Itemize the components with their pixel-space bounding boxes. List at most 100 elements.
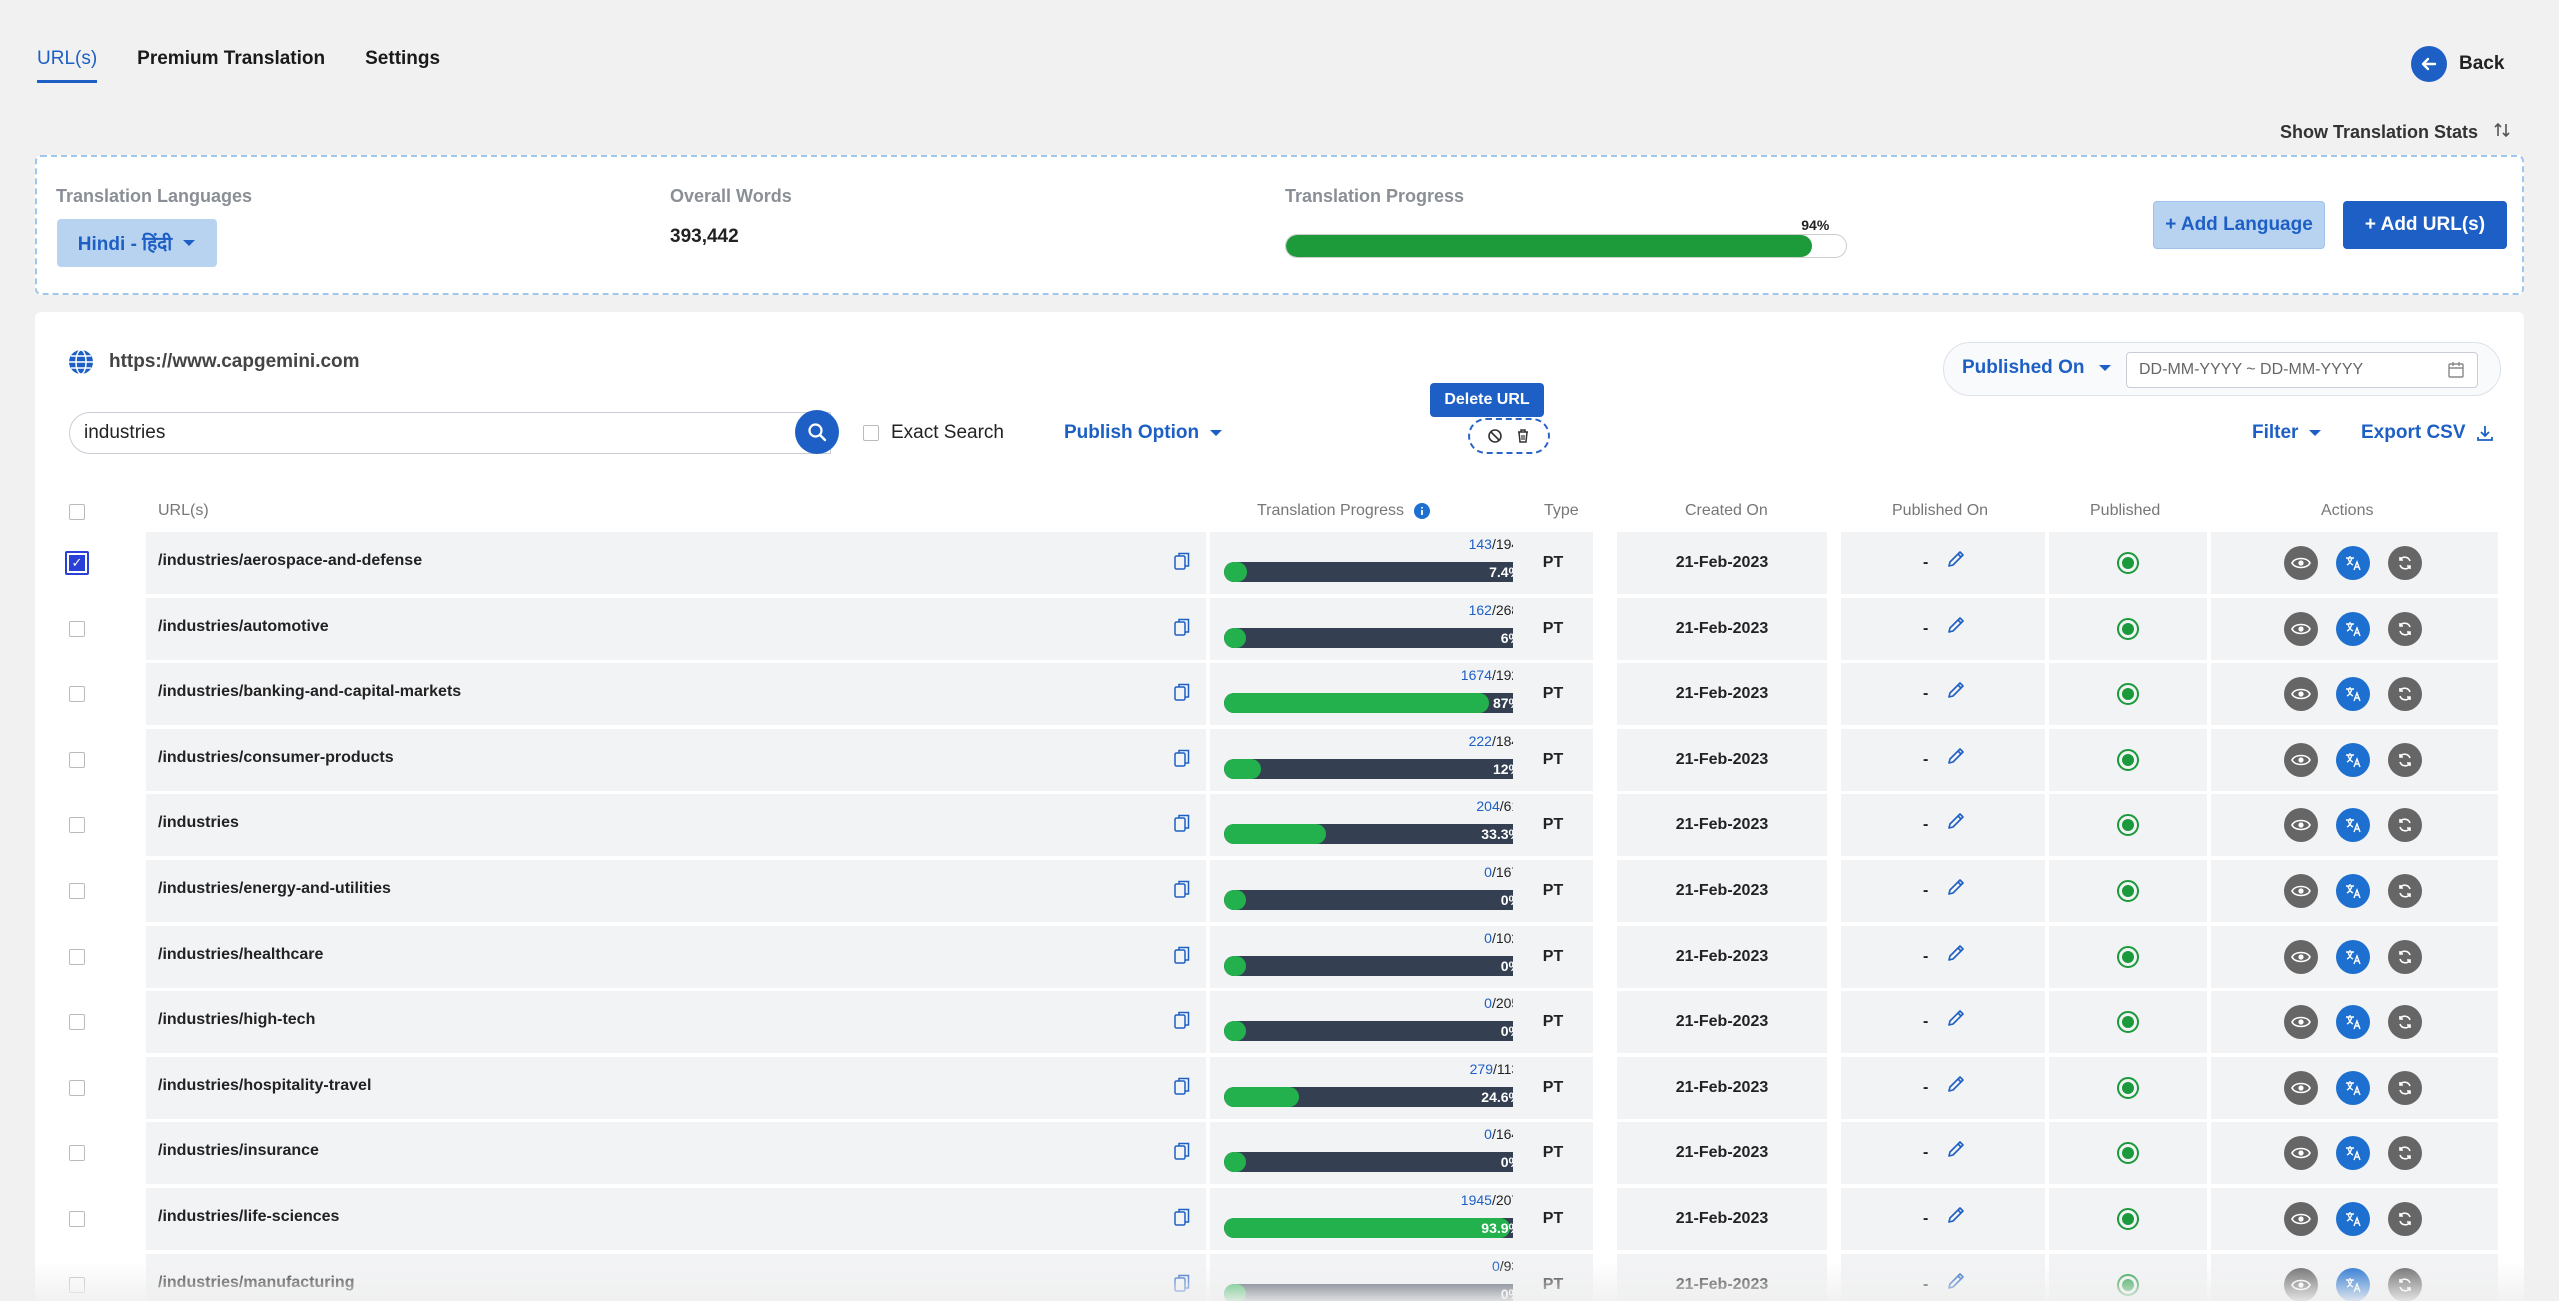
eye-icon[interactable] xyxy=(2284,546,2318,580)
url-text[interactable]: /industries/insurance xyxy=(158,1142,319,1159)
row-checkbox[interactable] xyxy=(69,883,85,899)
translate-icon[interactable] xyxy=(2336,612,2370,646)
copy-icon[interactable] xyxy=(1174,946,1190,969)
row-checkbox[interactable] xyxy=(69,1014,85,1030)
pencil-icon[interactable] xyxy=(1946,615,1966,641)
pencil-icon[interactable] xyxy=(1946,1139,1966,1165)
row-checkbox[interactable] xyxy=(69,752,85,768)
url-text[interactable]: /industries/healthcare xyxy=(158,946,324,963)
copy-icon[interactable] xyxy=(1174,880,1190,903)
row-checkbox[interactable] xyxy=(69,949,85,965)
eye-icon[interactable] xyxy=(2284,743,2318,777)
eye-icon[interactable] xyxy=(2284,612,2318,646)
pencil-icon[interactable] xyxy=(1946,943,1966,969)
language-dropdown[interactable]: Hindi - हिंदी xyxy=(57,219,217,267)
translate-icon[interactable] xyxy=(2336,677,2370,711)
tab-premium-translation[interactable]: Premium Translation xyxy=(137,48,326,69)
row-checkbox[interactable] xyxy=(69,1211,85,1227)
copy-icon[interactable] xyxy=(1174,1208,1190,1231)
unpublish-icon[interactable] xyxy=(1487,428,1503,444)
row-checkbox[interactable] xyxy=(69,621,85,637)
row-checkbox[interactable]: ✓ xyxy=(65,551,89,575)
pencil-icon[interactable] xyxy=(1946,549,1966,575)
pencil-icon[interactable] xyxy=(1946,1205,1966,1231)
translate-icon[interactable] xyxy=(2336,808,2370,842)
copy-icon[interactable] xyxy=(1174,1142,1190,1165)
refresh-icon[interactable] xyxy=(2388,1005,2422,1039)
refresh-icon[interactable] xyxy=(2388,1268,2422,1301)
copy-icon[interactable] xyxy=(1174,683,1190,706)
exact-search-checkbox[interactable] xyxy=(863,425,879,441)
refresh-icon[interactable] xyxy=(2388,677,2422,711)
url-text[interactable]: /industries/high-tech xyxy=(158,1011,316,1028)
pencil-icon[interactable] xyxy=(1946,746,1966,772)
translate-icon[interactable] xyxy=(2336,546,2370,580)
refresh-icon[interactable] xyxy=(2388,1136,2422,1170)
url-text[interactable]: /industries/automotive xyxy=(158,618,329,635)
eye-icon[interactable] xyxy=(2284,677,2318,711)
url-text[interactable]: /industries/aerospace-and-defense xyxy=(158,552,423,569)
pencil-icon[interactable] xyxy=(1946,1008,1966,1034)
add-language-button[interactable]: + Add Language xyxy=(2153,201,2325,249)
url-text[interactable]: /industries/consumer-products xyxy=(158,749,394,766)
exact-search[interactable]: Exact Search xyxy=(863,422,1004,444)
add-urls-button[interactable]: + Add URL(s) xyxy=(2343,201,2507,249)
refresh-icon[interactable] xyxy=(2388,1071,2422,1105)
publish-option-dropdown[interactable]: Publish Option xyxy=(1064,422,1223,444)
pencil-icon[interactable] xyxy=(1946,811,1966,837)
info-icon[interactable] xyxy=(1414,503,1431,519)
refresh-icon[interactable] xyxy=(2388,1202,2422,1236)
copy-icon[interactable] xyxy=(1174,552,1190,575)
url-text[interactable]: /industries xyxy=(158,814,239,831)
row-checkbox[interactable] xyxy=(69,1080,85,1096)
eye-icon[interactable] xyxy=(2284,1136,2318,1170)
refresh-icon[interactable] xyxy=(2388,743,2422,777)
row-checkbox[interactable] xyxy=(69,817,85,833)
eye-icon[interactable] xyxy=(2284,1071,2318,1105)
export-csv-button[interactable]: Export CSV xyxy=(2361,422,2494,444)
refresh-icon[interactable] xyxy=(2388,546,2422,580)
row-checkbox[interactable] xyxy=(69,686,85,702)
back-button[interactable]: Back xyxy=(2411,46,2504,82)
refresh-icon[interactable] xyxy=(2388,808,2422,842)
copy-icon[interactable] xyxy=(1174,1077,1190,1100)
translate-icon[interactable] xyxy=(2336,1136,2370,1170)
eye-icon[interactable] xyxy=(2284,1268,2318,1301)
url-text[interactable]: /industries/manufacturing xyxy=(158,1274,355,1291)
url-text[interactable]: /industries/life-sciences xyxy=(158,1208,340,1225)
translate-icon[interactable] xyxy=(2336,940,2370,974)
trash-icon[interactable] xyxy=(1515,428,1531,444)
refresh-icon[interactable] xyxy=(2388,612,2422,646)
show-translation-stats-toggle[interactable]: Show Translation Stats xyxy=(2280,120,2512,145)
published-on-dropdown[interactable]: Published On xyxy=(1962,357,2112,379)
translate-icon[interactable] xyxy=(2336,1202,2370,1236)
eye-icon[interactable] xyxy=(2284,1202,2318,1236)
url-text[interactable]: /industries/banking-and-capital-markets xyxy=(158,683,462,700)
copy-icon[interactable] xyxy=(1174,814,1190,837)
search-button[interactable] xyxy=(795,410,839,454)
eye-icon[interactable] xyxy=(2284,1005,2318,1039)
url-text[interactable]: /industries/energy-and-utilities xyxy=(158,880,391,897)
pencil-icon[interactable] xyxy=(1946,680,1966,706)
pencil-icon[interactable] xyxy=(1946,1074,1966,1100)
translate-icon[interactable] xyxy=(2336,874,2370,908)
translate-icon[interactable] xyxy=(2336,743,2370,777)
url-text[interactable]: /industries/hospitality-travel xyxy=(158,1077,372,1094)
eye-icon[interactable] xyxy=(2284,940,2318,974)
tab-urls[interactable]: URL(s) xyxy=(37,48,98,83)
filter-dropdown[interactable]: Filter xyxy=(2252,422,2322,444)
row-checkbox[interactable] xyxy=(69,1277,85,1293)
tab-settings[interactable]: Settings xyxy=(365,48,441,69)
copy-icon[interactable] xyxy=(1174,1011,1190,1034)
refresh-icon[interactable] xyxy=(2388,874,2422,908)
pencil-icon[interactable] xyxy=(1946,877,1966,903)
eye-icon[interactable] xyxy=(2284,808,2318,842)
translate-icon[interactable] xyxy=(2336,1071,2370,1105)
copy-icon[interactable] xyxy=(1174,749,1190,772)
copy-icon[interactable] xyxy=(1174,1274,1190,1297)
pencil-icon[interactable] xyxy=(1946,1271,1966,1297)
eye-icon[interactable] xyxy=(2284,874,2318,908)
translate-icon[interactable] xyxy=(2336,1268,2370,1301)
translate-icon[interactable] xyxy=(2336,1005,2370,1039)
date-range-input[interactable]: DD-MM-YYYY ~ DD-MM-YYYY xyxy=(2126,352,2478,388)
